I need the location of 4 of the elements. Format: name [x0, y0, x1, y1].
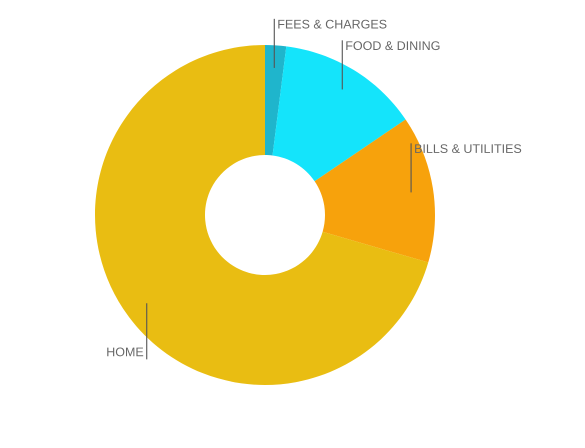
slice-label: FOOD & DINING — [346, 41, 440, 50]
slice-label: FEES & CHARGES — [278, 20, 386, 29]
donut-slice — [265, 45, 286, 156]
slice-label: HOME — [107, 347, 144, 356]
